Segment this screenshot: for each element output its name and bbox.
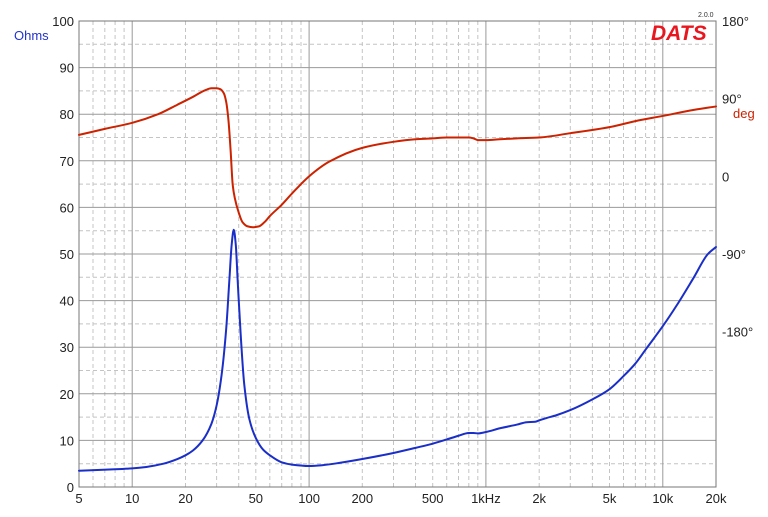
y-right-tick-label: 0 xyxy=(722,169,729,184)
y-left-tick-label: 30 xyxy=(60,340,74,355)
y-left-tick-label: 100 xyxy=(52,14,74,29)
y-right-tick-label: 180° xyxy=(722,14,749,29)
x-tick-label: 20 xyxy=(178,491,192,506)
x-tick-label: 5k xyxy=(603,491,617,506)
dats-logo: DATS xyxy=(651,22,707,45)
y-left-tick-label: 10 xyxy=(60,433,74,448)
x-tick-label: 2k xyxy=(532,491,546,506)
x-tick-label: 5 xyxy=(75,491,82,506)
y-left-tick-label: 70 xyxy=(60,154,74,169)
y-right-tick-label: 90° xyxy=(722,92,742,107)
y-left-tick-label: 20 xyxy=(60,387,74,402)
y-left-tick-label: 80 xyxy=(60,107,74,122)
x-tick-label: 10 xyxy=(125,491,139,506)
x-tick-labels: 5 10 20 50 100 200 500 1kHz 2k 5k 10k 20k xyxy=(75,491,727,506)
x-tick-label: 100 xyxy=(298,491,320,506)
major-grid xyxy=(79,20,716,488)
version-label: 2.0.0 xyxy=(698,12,714,19)
y-left-tick-label: 90 xyxy=(60,61,74,76)
plot-frame xyxy=(78,20,717,488)
phase-series-line xyxy=(78,87,717,229)
y-right-tick-label: -180° xyxy=(722,325,753,340)
y-left-tick-label: 50 xyxy=(60,247,74,262)
y-left-tick-label: 60 xyxy=(60,200,74,215)
x-tick-label: 200 xyxy=(351,491,373,506)
x-tick-label: 10k xyxy=(652,491,673,506)
impedance-series-line xyxy=(78,228,717,472)
y-left-tick-label: 0 xyxy=(67,480,74,495)
x-tick-label: 1kHz xyxy=(471,491,501,506)
y-left-tick-label: 40 xyxy=(60,294,74,309)
x-tick-label: 20k xyxy=(706,491,727,506)
x-tick-label: 500 xyxy=(422,491,444,506)
y-right-axis-label: deg xyxy=(733,106,755,121)
series-layer xyxy=(78,87,717,472)
y-left-axis-label: Ohms xyxy=(14,28,49,43)
y-right-tick-label: -90° xyxy=(722,247,746,262)
x-tick-label: 50 xyxy=(249,491,263,506)
y-right-tick-labels: 180° 90° 0 -90° -180° xyxy=(722,14,753,340)
y-left-tick-labels: 0 10 20 30 40 50 60 70 80 90 100 xyxy=(52,14,74,495)
